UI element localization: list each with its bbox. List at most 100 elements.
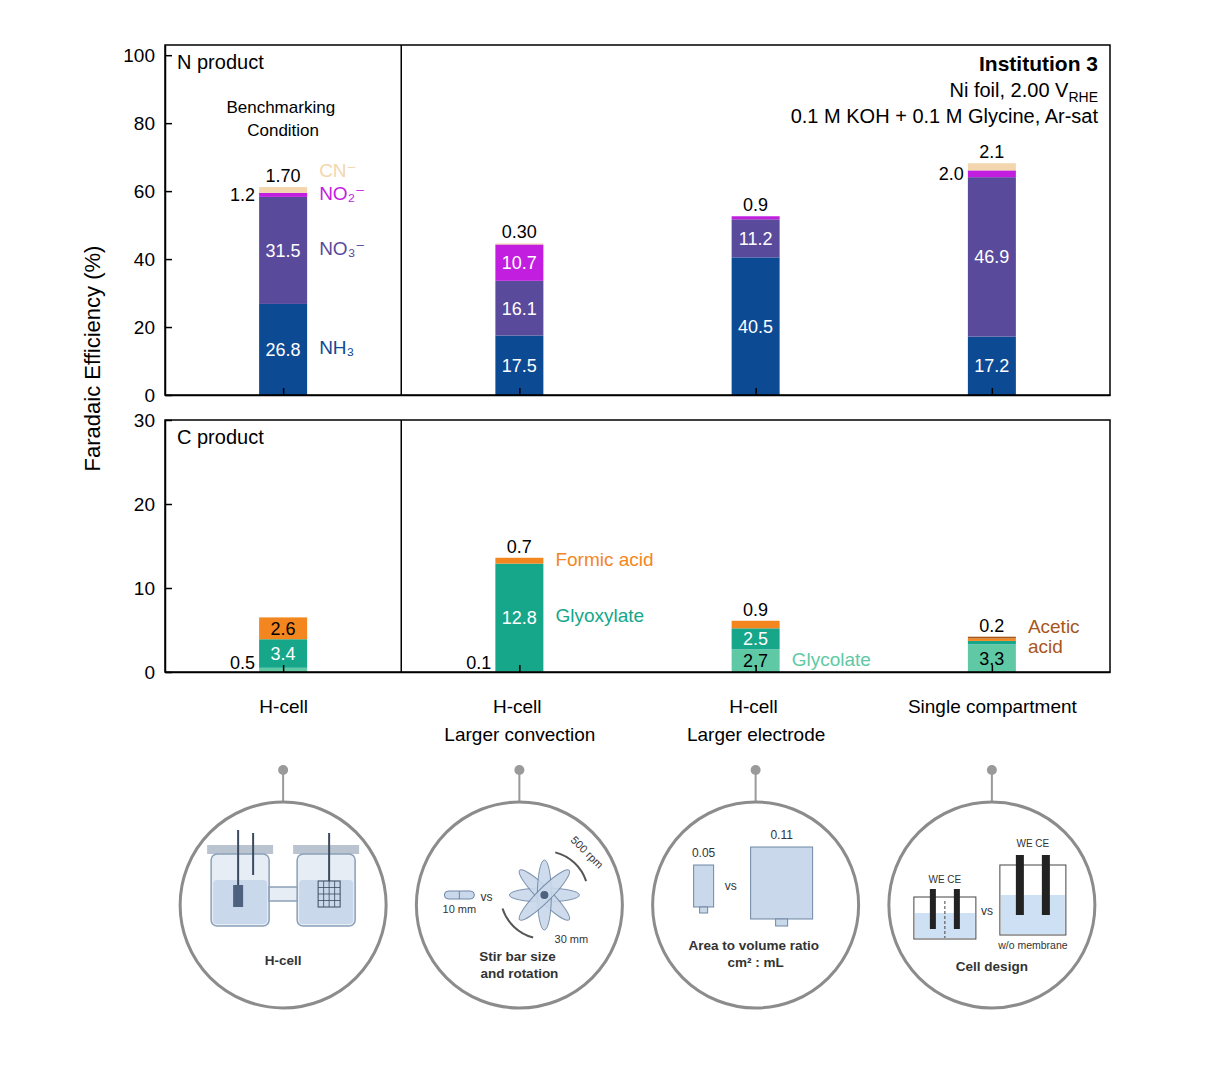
- text-line: 0.1 M KOH + 0.1 M Glycine, Ar-sat: [791, 105, 1099, 127]
- x-tick-mark: [283, 665, 285, 672]
- icon: [1000, 865, 1066, 935]
- y-axis: 0102030: [134, 410, 172, 683]
- icon: [318, 900, 340, 901]
- icon: [502, 908, 534, 938]
- series-label: Glycolate: [792, 649, 871, 670]
- data-label: 0.5: [230, 653, 255, 673]
- y-axis-line: [165, 46, 167, 396]
- bar-segment: [259, 193, 307, 197]
- icon: [318, 881, 340, 907]
- data-label: 0.9: [743, 195, 768, 215]
- data-label: 0.9: [743, 600, 768, 620]
- y-tick-mark: [165, 420, 172, 422]
- connector-dot: [514, 765, 524, 775]
- y-tick-label: 30: [134, 410, 155, 431]
- bar-segment: [968, 641, 1016, 644]
- plot-frame: [165, 45, 1110, 395]
- bar-segment: [968, 337, 1016, 395]
- text-line: Benchmarking: [226, 98, 339, 117]
- text-line: NO₂⁻: [319, 183, 365, 204]
- data-label: 1.70: [266, 166, 301, 186]
- icon: [293, 845, 359, 854]
- x-tick-mark: [519, 388, 521, 395]
- y-axis-line: [165, 421, 167, 673]
- text-line: H-cell: [265, 953, 302, 968]
- data-label: 2.6: [271, 619, 296, 639]
- annotation: Ni foil, 2.00 VRHE: [949, 79, 1098, 105]
- annotation: Institution 3: [979, 52, 1098, 75]
- y-tick-label: 40: [134, 249, 155, 270]
- annotation-text: Ni foil, 2.00 V: [949, 79, 1069, 101]
- x-tick: [283, 388, 284, 395]
- y-tick-mark: [165, 191, 172, 193]
- data-label: 12.8: [502, 608, 537, 628]
- x-tick: [992, 388, 993, 395]
- text-line: acid: [1028, 636, 1063, 657]
- icon: [211, 854, 269, 926]
- bar-segment: [732, 628, 780, 649]
- data-label: 3.4: [271, 644, 296, 664]
- y-tick-label: 100: [123, 45, 155, 66]
- bars: [259, 558, 1016, 672]
- illustration-label: 0.05: [692, 846, 716, 860]
- illustration: WE CEvsWE CEw/o membraneCell design: [889, 765, 1095, 1008]
- icon: [299, 880, 353, 924]
- x-axis-line: [166, 395, 1111, 397]
- bar-segment: [259, 187, 307, 193]
- text-line: Single compartment: [908, 696, 1078, 717]
- bar-segment: [495, 557, 543, 558]
- data-label: 2.5: [743, 629, 768, 649]
- data-label: 11.2: [739, 229, 773, 249]
- x-tick-mark: [519, 665, 521, 672]
- x-tick-mark: [992, 388, 994, 395]
- bar-segment: [495, 281, 543, 336]
- y-tick: 20: [134, 494, 172, 515]
- text-line: H-cell: [493, 696, 547, 717]
- data-label: 10.7: [502, 253, 537, 273]
- illustration-label: 500 rpm: [569, 834, 606, 871]
- data-label: 2.7: [743, 651, 768, 671]
- illustration-label: WE CE: [1016, 838, 1049, 849]
- bar-segment: [259, 197, 307, 304]
- y-tick-label: 10: [134, 578, 155, 599]
- text-line: Glycolate: [792, 649, 871, 670]
- illustration-label: w/o membrane: [997, 939, 1068, 951]
- series-label: NH₃: [319, 337, 354, 358]
- icon: [297, 854, 355, 926]
- illustration-label: WE CE: [928, 874, 961, 885]
- illustration-frame: [889, 802, 1095, 1008]
- data-label: 46.9: [974, 247, 1009, 267]
- texts: 26.817.540.517.231.516.111.246.91.210.70…: [177, 51, 1098, 376]
- bar-segment: [495, 558, 543, 564]
- y-tick-label: 0: [144, 385, 155, 406]
- x-axis-line: [166, 672, 1111, 674]
- x-tick: H-cell Larger convection: [444, 665, 595, 745]
- x-tick-mark: [755, 388, 757, 395]
- y-tick: 10: [134, 578, 172, 599]
- panel-title: N product: [177, 51, 264, 73]
- connector-dot: [987, 765, 997, 775]
- illustration: H-cell: [180, 765, 386, 1008]
- bar-segment: [732, 219, 780, 257]
- x-tick: [756, 388, 757, 395]
- icon: [207, 845, 273, 854]
- icon: [515, 865, 574, 924]
- data-label: 1.2: [230, 185, 255, 205]
- illustration-label: 0.11: [770, 828, 793, 842]
- text-line: Area to volume ratio: [688, 938, 822, 953]
- y-tick-mark: [165, 327, 172, 329]
- panel: 0102030H-cellH-cell Larger convectionH-c…: [134, 410, 1111, 745]
- y-tick-label: 20: [134, 317, 155, 338]
- icon: [237, 830, 239, 885]
- text-line: Institution 3: [979, 52, 1098, 75]
- icon: [954, 889, 960, 929]
- bar-segment: [732, 216, 780, 217]
- illustration: 0.05vs0.11Area to volume ratio cm² : mL: [653, 765, 859, 1008]
- y-tick-mark: [165, 504, 172, 506]
- y-tick-mark: [165, 588, 172, 590]
- illustration-frame: [180, 802, 386, 1008]
- texts: 0.50.12.73.33.412.82.52.60.70.90.2Glycol…: [177, 426, 1085, 673]
- series-label: NO₃⁻: [319, 238, 365, 259]
- figure: 02040608010026.817.540.517.231.516.111.2…: [0, 0, 1215, 1072]
- x-tick: H-cell: [259, 665, 308, 717]
